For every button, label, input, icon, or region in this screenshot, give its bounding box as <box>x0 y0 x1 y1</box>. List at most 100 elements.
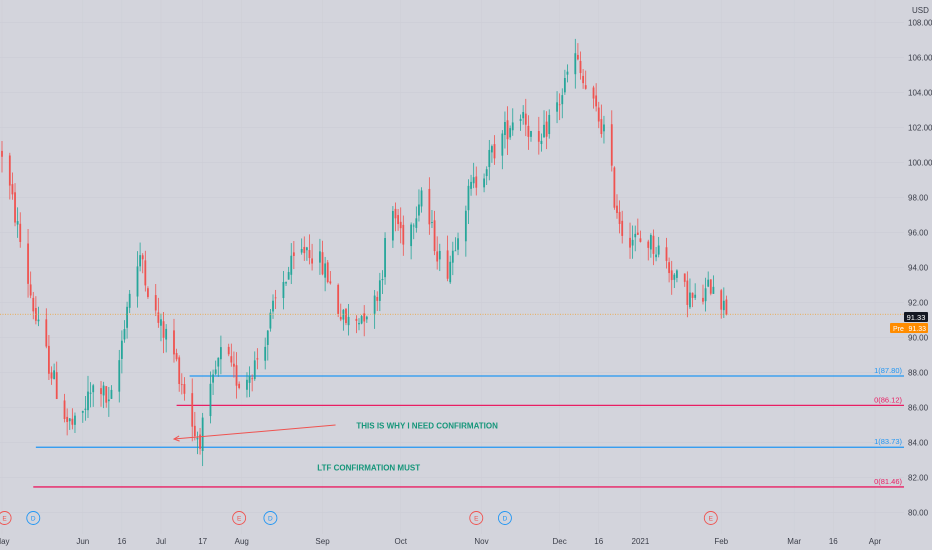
event-letter: E <box>474 515 479 522</box>
candle <box>144 250 147 292</box>
candle-body <box>399 221 402 229</box>
earnings-event-icon[interactable]: E <box>232 511 247 525</box>
candle-body <box>347 316 350 326</box>
candle <box>29 271 32 299</box>
event-circle[interactable] <box>263 511 278 525</box>
dividend-event-icon[interactable]: D <box>26 511 41 525</box>
candle <box>48 335 50 381</box>
candle <box>410 222 413 260</box>
candle-body <box>522 112 525 119</box>
fib-level[interactable]: 1(83.73) <box>35 437 904 448</box>
dividend-event-icon[interactable]: D <box>497 511 512 525</box>
candle <box>290 243 293 285</box>
candle-body <box>1 150 3 157</box>
candle-body <box>219 347 222 360</box>
candle <box>438 243 441 272</box>
candle-body <box>381 278 384 281</box>
candle-body <box>45 319 48 347</box>
annotation-text[interactable]: LTF CONFIRMATION MUST <box>317 464 420 473</box>
candle <box>173 318 175 363</box>
candle <box>183 377 186 401</box>
candle <box>636 218 639 236</box>
y-tick-label: 100.00 <box>908 159 932 168</box>
candle <box>266 329 269 361</box>
candle-body <box>563 78 566 93</box>
candle-body <box>597 107 600 122</box>
fib-level[interactable]: 1(87.80) <box>189 366 904 377</box>
y-tick-label: 106.00 <box>908 54 932 63</box>
candle <box>303 236 306 261</box>
candle <box>329 271 332 285</box>
candle <box>720 288 723 319</box>
candle-body <box>193 425 196 437</box>
candle-body <box>266 330 269 345</box>
earnings-event-icon[interactable]: E <box>0 511 12 525</box>
candle <box>545 111 548 150</box>
candle-body <box>53 370 56 380</box>
candle <box>264 337 267 370</box>
candle <box>196 431 199 455</box>
candle-body <box>92 385 95 393</box>
candle <box>420 187 423 213</box>
candle-body <box>412 225 415 227</box>
candle <box>634 225 637 252</box>
earnings-event-icon[interactable]: E <box>469 511 484 525</box>
candle-body <box>290 255 293 275</box>
candle-body <box>199 434 201 449</box>
candle <box>584 70 587 90</box>
candle <box>227 343 230 357</box>
time-axis[interactable]: May Jun 16 Jul 17 Aug Sep Oct Nov Dec 16 2021 Feb Mar… <box>0 537 882 546</box>
candle <box>212 369 214 395</box>
candle-body <box>451 250 454 263</box>
annotation-arrow[interactable] <box>173 424 336 440</box>
candle-body <box>269 312 272 329</box>
candle-body <box>87 391 89 411</box>
candle-body <box>577 54 579 60</box>
event-letter: D <box>503 515 508 522</box>
event-circle[interactable] <box>0 511 12 525</box>
candle-body <box>100 388 102 395</box>
candle-body <box>292 252 295 256</box>
price-badges: 91.33 Pre 91.33 <box>890 312 928 333</box>
candle <box>454 237 457 252</box>
candle <box>53 363 56 380</box>
event-circle[interactable] <box>232 511 247 525</box>
pre-market-badge <box>890 323 928 333</box>
event-circle[interactable] <box>703 511 718 525</box>
candle <box>418 189 420 222</box>
candle-body <box>467 185 470 211</box>
fib-level[interactable]: 0(81.46) <box>33 477 904 488</box>
candle-body <box>689 292 691 308</box>
event-circle[interactable] <box>497 511 512 525</box>
candle <box>543 110 545 138</box>
fib-levels[interactable]: 1(87.80) 0(86.12) 1(83.73) 0(81.46) <box>33 366 904 488</box>
earnings-event-icon[interactable]: E <box>703 511 718 525</box>
fib-level[interactable]: 0(86.12) <box>176 395 904 407</box>
candle-body <box>707 279 710 287</box>
candle-body <box>610 124 613 166</box>
candle <box>287 266 290 280</box>
candle-body <box>66 416 69 423</box>
candle-body <box>37 319 40 322</box>
candle <box>165 324 168 353</box>
x-tick-label: Nov <box>474 537 488 546</box>
candle <box>107 386 110 417</box>
candle-body <box>11 184 14 195</box>
candle <box>63 393 66 423</box>
x-tick-label: Jul <box>156 537 166 546</box>
candle-body <box>209 383 212 417</box>
candle-body <box>126 306 128 328</box>
candle-body <box>274 297 277 299</box>
event-circle[interactable] <box>26 511 41 525</box>
dividend-event-icon[interactable]: D <box>263 511 278 525</box>
annotation-text[interactable]: THIS IS WHY I NEED CONFIRMATION <box>356 422 498 431</box>
candle <box>475 166 478 196</box>
candle <box>84 395 87 421</box>
candle-body <box>339 316 342 320</box>
annotations[interactable]: THIS IS WHY I NEED CONFIRMATION LTF CONFI… <box>172 422 498 473</box>
price-axis[interactable]: USD 80.00 82.00 84.00 86.00 88.00 90.00 92.00 9… <box>908 6 932 518</box>
candle <box>597 101 600 129</box>
event-circle[interactable] <box>469 511 484 525</box>
